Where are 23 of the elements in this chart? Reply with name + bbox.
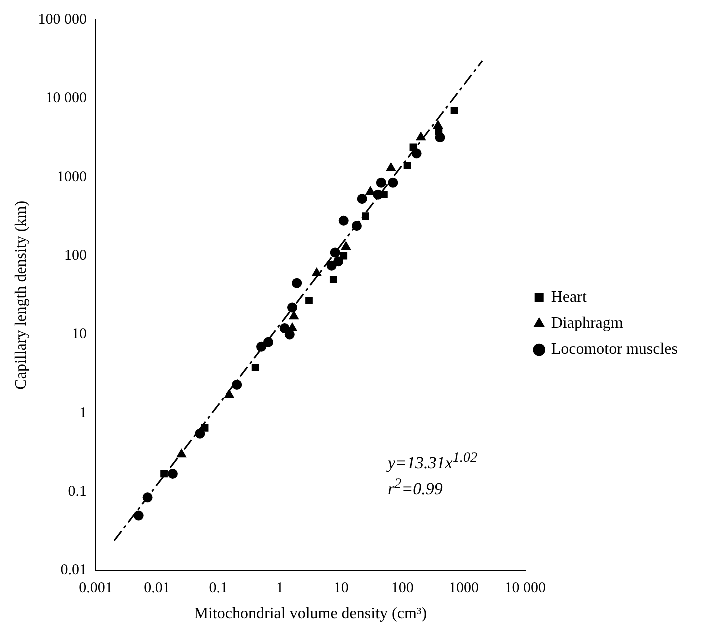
legend-label: Diaphragm bbox=[551, 315, 624, 332]
y-tick-label: 0.01 bbox=[60, 562, 87, 579]
annotation: y=13.31x$^{1.02}$ bbox=[388, 449, 478, 474]
y-tick-label: 10 bbox=[72, 326, 87, 343]
y-tick-label: 10 000 bbox=[46, 90, 87, 107]
x-tick-label: 10 bbox=[334, 580, 349, 597]
x-tick-label: 0.001 bbox=[79, 580, 113, 597]
x-tick-label: 10 000 bbox=[504, 580, 546, 597]
annotation: r$^{2}$=0.99 bbox=[388, 474, 444, 500]
y-axis-title: Capillary length density (km) bbox=[12, 200, 30, 390]
y-tick-label: 0.1 bbox=[68, 484, 87, 500]
x-tick-label: 0.01 bbox=[144, 580, 170, 597]
x-axis-title: Mitochondrial volume density (cm³) bbox=[194, 606, 428, 623]
x-tick-label: 1 bbox=[276, 580, 284, 597]
y-tick-label: 1 bbox=[79, 405, 87, 422]
y-tick-label: 100 bbox=[64, 248, 87, 264]
legend-label: Heart bbox=[551, 289, 588, 306]
y-tick-label: 100 000 bbox=[38, 12, 87, 28]
x-tick-label: 100 bbox=[391, 580, 414, 597]
x-tick-label: 0.1 bbox=[209, 580, 228, 597]
y-tick-label: 1000 bbox=[56, 169, 87, 186]
legend-label: Locomotor muscles bbox=[551, 341, 678, 358]
x-tick-label: 1000 bbox=[449, 580, 480, 597]
